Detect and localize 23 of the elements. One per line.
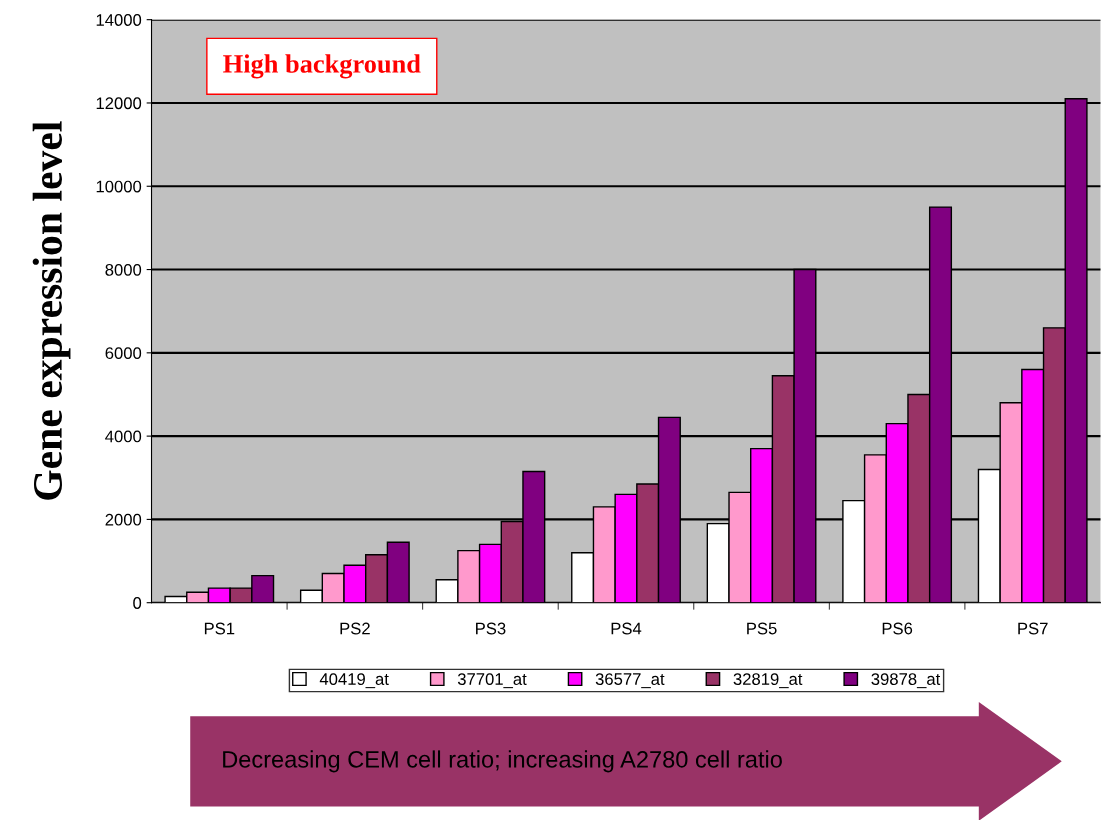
- legend-label: 36577_at: [595, 673, 665, 689]
- legend-label: 39878_at: [871, 673, 941, 689]
- y-axis-title: Gene expression level: [32, 121, 71, 500]
- x-tick-label: PS1: [204, 622, 235, 635]
- x-tick-label: PS7: [1018, 622, 1048, 635]
- y-tick-label: 8000: [105, 263, 142, 276]
- y-tick-label: 6000: [105, 347, 142, 360]
- x-tick-label: PS6: [882, 622, 913, 635]
- y-tick-label: 14000: [96, 14, 142, 26]
- x-tick-label: PS3: [476, 622, 506, 635]
- y-tick-label: 4000: [105, 430, 142, 443]
- legend-label: 37701_at: [457, 673, 527, 689]
- y-tick-label: 12000: [96, 97, 142, 110]
- y-tick-label: 2000: [105, 513, 142, 526]
- y-tick-label: 0: [133, 597, 142, 609]
- x-tick-label: PS4: [611, 622, 642, 635]
- text: High background: [223, 54, 421, 79]
- text: Decreasing CEM cell ratio; increasing A2780 cell ratio: [223, 750, 782, 773]
- legend-label: 32819_at: [733, 673, 803, 689]
- legend-label: 40419_at: [319, 673, 389, 689]
- x-tick-label: PS5: [747, 622, 777, 635]
- y-tick-label: 10000: [96, 180, 142, 193]
- x-tick-label: PS2: [340, 622, 370, 635]
